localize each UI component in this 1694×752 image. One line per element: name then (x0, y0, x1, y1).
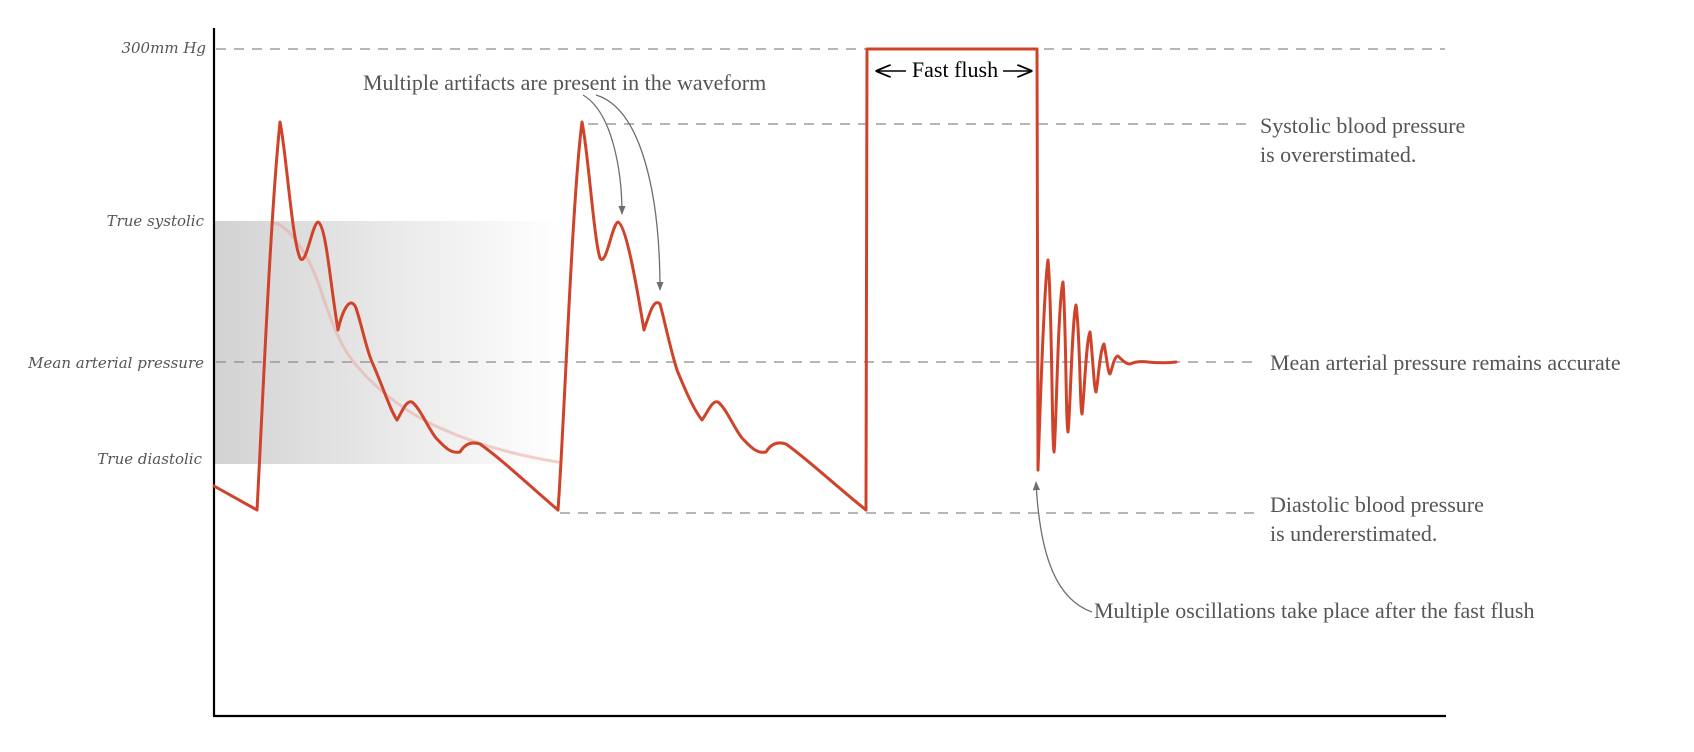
y-label-true-diastolic: True diastolic (97, 450, 202, 468)
systolic-overestimate-note-line-2: is overerstimated. (1260, 142, 1416, 167)
fast-flush-label: Fast flush (912, 57, 998, 82)
measured-waveform-beat-1 (212, 120, 560, 512)
diastolic-underestimate-note-line-1: Diastolic blood pressure (1270, 492, 1484, 517)
y-label-max-pressure: 300mm Hg (121, 39, 206, 57)
map-accurate-note: Mean arterial pressure remains accurate (1270, 350, 1621, 375)
artifact-pointer-2 (595, 94, 664, 291)
post-flush-oscillations (1036, 258, 1178, 472)
y-label-true-systolic: True systolic (107, 212, 205, 230)
oscillation-pointer (1032, 481, 1093, 613)
true-waveform-trace (270, 221, 560, 464)
measured-waveform-beat-2 (556, 120, 868, 512)
artifact-pointer-1 (582, 94, 626, 215)
y-label-map: Mean arterial pressure (27, 354, 204, 372)
systolic-overestimate-note-line-1: Systolic blood pressure (1260, 113, 1465, 138)
diastolic-underestimate-note-line-2: is undererstimated. (1270, 521, 1437, 546)
oscillations-annotation: Multiple oscillations take place after t… (1094, 598, 1534, 623)
artifacts-annotation: Multiple artifacts are present in the wa… (363, 70, 766, 95)
fast-flush-square-wave (864, 47, 1040, 512)
